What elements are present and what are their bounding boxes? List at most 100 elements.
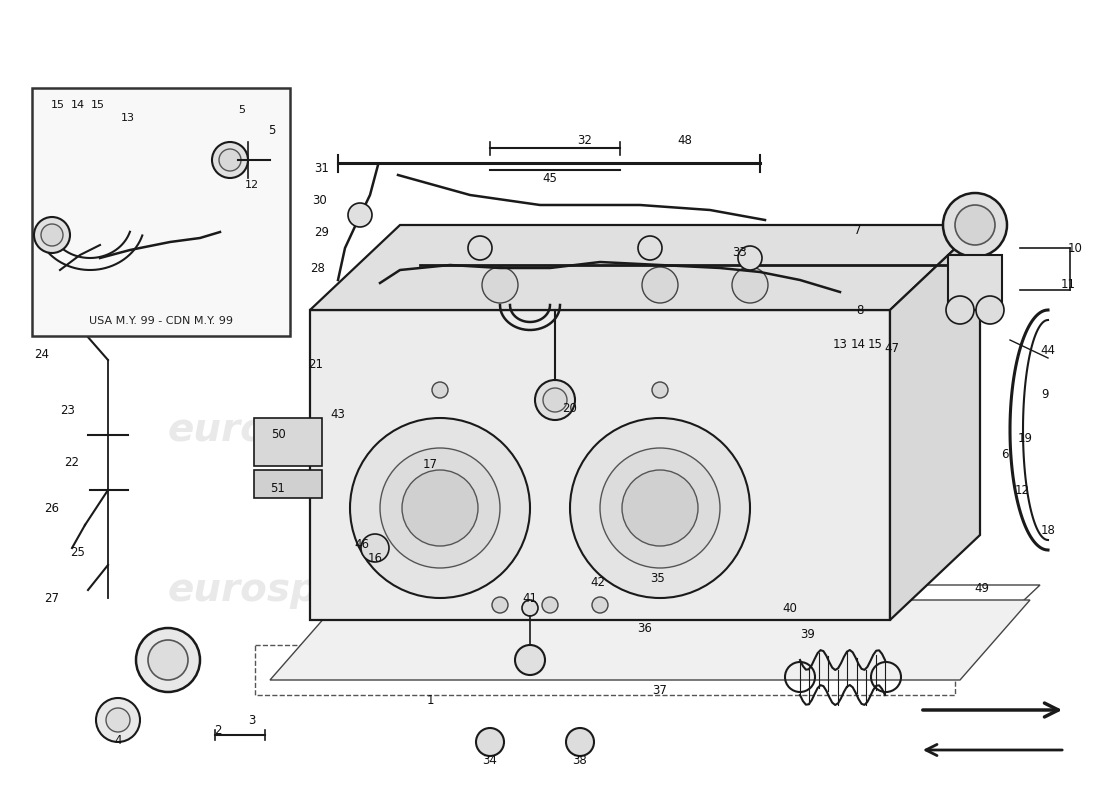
Text: 6: 6 — [1001, 449, 1009, 462]
Circle shape — [106, 708, 130, 732]
Polygon shape — [310, 225, 980, 310]
Text: 29: 29 — [315, 226, 330, 238]
Circle shape — [379, 448, 500, 568]
Circle shape — [955, 205, 996, 245]
Text: 15: 15 — [91, 100, 104, 110]
Text: 47: 47 — [884, 342, 900, 354]
Bar — [32, 88, 290, 336]
Circle shape — [482, 267, 518, 303]
Circle shape — [543, 388, 566, 412]
Text: 28: 28 — [310, 262, 326, 274]
Polygon shape — [310, 310, 890, 620]
Circle shape — [468, 236, 492, 260]
Text: 24: 24 — [34, 349, 50, 362]
Text: 3: 3 — [249, 714, 255, 726]
Circle shape — [522, 600, 538, 616]
Text: 27: 27 — [44, 591, 59, 605]
Polygon shape — [948, 255, 1002, 310]
Text: 51: 51 — [271, 482, 285, 494]
Text: 2: 2 — [214, 723, 222, 737]
Circle shape — [642, 267, 678, 303]
Bar — [255, 645, 955, 695]
Text: eurospartes: eurospartes — [487, 571, 752, 609]
Circle shape — [219, 149, 241, 171]
Circle shape — [34, 217, 70, 253]
Text: 9: 9 — [1042, 389, 1048, 402]
Circle shape — [41, 224, 63, 246]
Text: eurospartes: eurospartes — [168, 411, 432, 449]
Text: 23: 23 — [60, 403, 76, 417]
Circle shape — [402, 470, 478, 546]
Circle shape — [652, 382, 668, 398]
Text: 1: 1 — [427, 694, 433, 706]
Text: 50: 50 — [271, 429, 285, 442]
Text: 18: 18 — [1041, 523, 1055, 537]
Text: 41: 41 — [522, 591, 538, 605]
Text: 45: 45 — [542, 171, 558, 185]
Text: 35: 35 — [650, 571, 666, 585]
FancyArrowPatch shape — [926, 745, 1063, 755]
Text: 22: 22 — [65, 455, 79, 469]
Text: eurospartes: eurospartes — [168, 571, 432, 609]
Text: 16: 16 — [367, 551, 383, 565]
Circle shape — [600, 448, 720, 568]
Circle shape — [432, 382, 448, 398]
Circle shape — [148, 640, 188, 680]
Text: eurospartes: eurospartes — [487, 411, 752, 449]
Text: 36: 36 — [638, 622, 652, 634]
Text: 13: 13 — [833, 338, 847, 351]
Circle shape — [946, 296, 974, 324]
Text: 20: 20 — [562, 402, 578, 414]
Circle shape — [361, 534, 389, 562]
Text: USA M.Y. 99 - CDN M.Y. 99: USA M.Y. 99 - CDN M.Y. 99 — [89, 316, 233, 326]
Text: 48: 48 — [678, 134, 692, 146]
Circle shape — [212, 142, 248, 178]
Text: 30: 30 — [312, 194, 328, 206]
Text: eurospartes: eurospartes — [648, 511, 912, 549]
Circle shape — [492, 597, 508, 613]
Text: 49: 49 — [975, 582, 990, 594]
FancyArrowPatch shape — [923, 703, 1058, 717]
Text: eurospartes: eurospartes — [348, 511, 613, 549]
Text: 37: 37 — [652, 683, 668, 697]
Circle shape — [535, 380, 575, 420]
Text: 34: 34 — [483, 754, 497, 766]
Text: 39: 39 — [801, 629, 815, 642]
Text: 12: 12 — [1014, 483, 1030, 497]
Text: 46: 46 — [354, 538, 370, 551]
Text: 25: 25 — [70, 546, 86, 558]
Text: 32: 32 — [578, 134, 593, 146]
Text: 11: 11 — [1060, 278, 1076, 291]
Text: 26: 26 — [44, 502, 59, 514]
Text: 4: 4 — [114, 734, 122, 746]
Polygon shape — [270, 600, 1030, 680]
Text: 38: 38 — [573, 754, 587, 766]
Circle shape — [732, 267, 768, 303]
Text: 40: 40 — [782, 602, 797, 614]
Bar — [254, 418, 322, 466]
Text: 14: 14 — [850, 338, 866, 351]
Text: 12: 12 — [245, 180, 260, 190]
Text: 44: 44 — [1041, 343, 1056, 357]
Text: 14: 14 — [70, 100, 85, 110]
Text: 8: 8 — [856, 303, 864, 317]
Text: 5: 5 — [239, 105, 245, 115]
Circle shape — [136, 628, 200, 692]
Circle shape — [976, 296, 1004, 324]
Text: 17: 17 — [422, 458, 438, 471]
Circle shape — [476, 728, 504, 756]
Circle shape — [542, 597, 558, 613]
Text: 15: 15 — [51, 100, 65, 110]
Text: 33: 33 — [733, 246, 747, 258]
Polygon shape — [890, 225, 980, 620]
Circle shape — [515, 645, 544, 675]
Circle shape — [738, 246, 762, 270]
Text: 19: 19 — [1018, 431, 1033, 445]
Text: 10: 10 — [1068, 242, 1082, 254]
Text: 7: 7 — [855, 223, 861, 237]
Circle shape — [96, 698, 140, 742]
Circle shape — [350, 418, 530, 598]
Text: 42: 42 — [591, 575, 605, 589]
Circle shape — [638, 236, 662, 260]
Circle shape — [570, 418, 750, 598]
